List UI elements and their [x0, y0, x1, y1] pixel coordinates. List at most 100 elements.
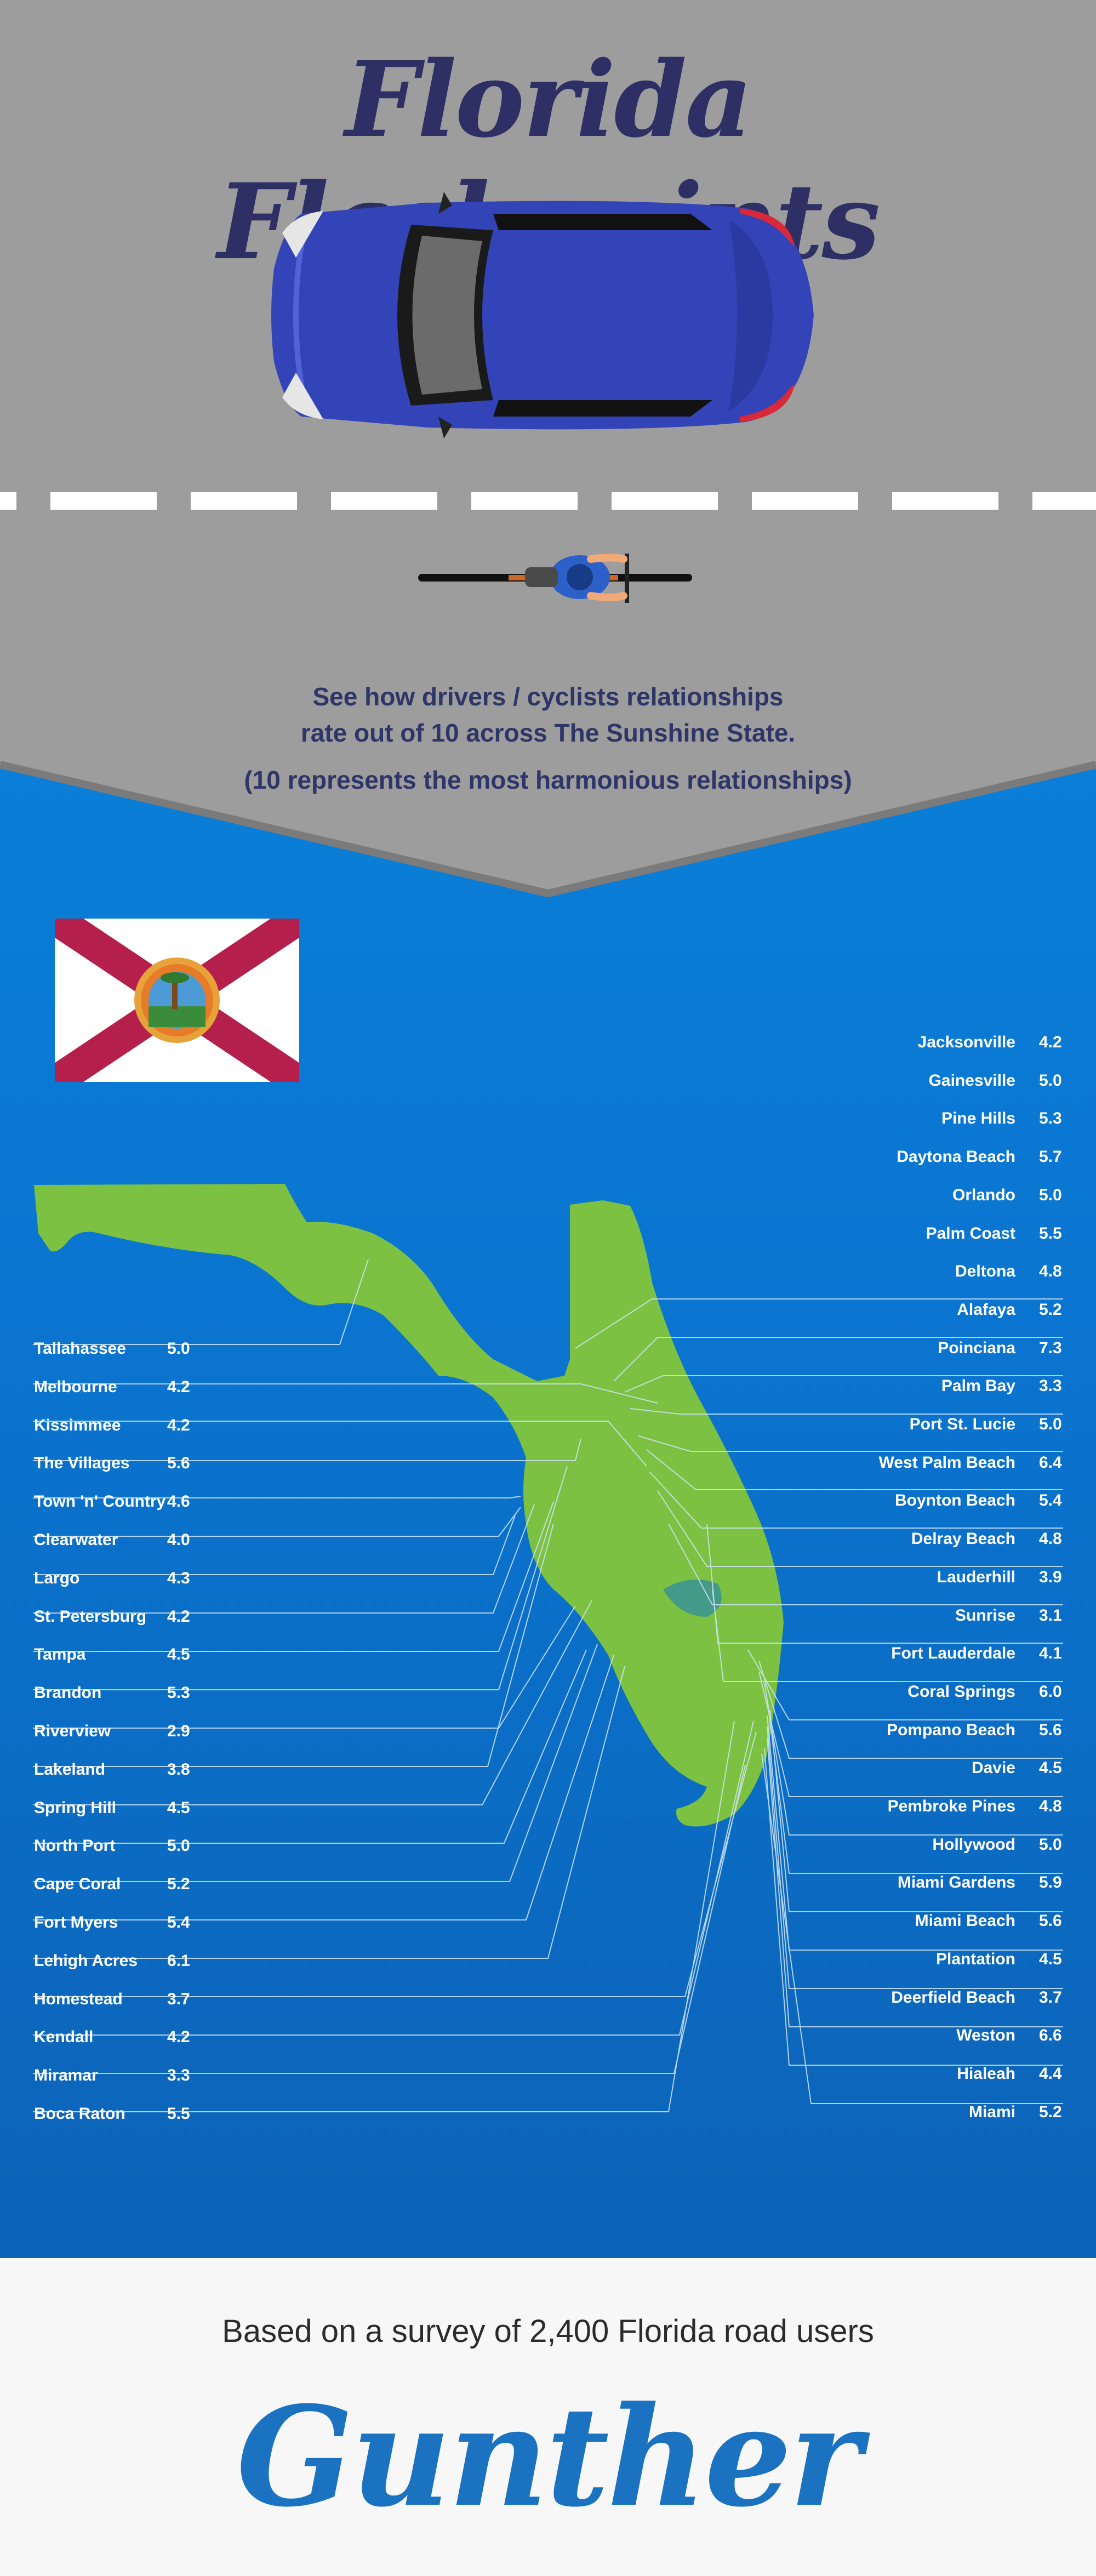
florida-map: [33, 1184, 1063, 2112]
city-score-left: 5.6: [167, 1454, 190, 1473]
city-name-right: Lauderhill: [937, 1568, 1015, 1586]
city-name-right: Daytona Beach: [897, 1148, 1015, 1166]
city-score-right: 6.4: [1039, 1453, 1062, 1472]
city-score-right: 5.5: [1039, 1224, 1062, 1243]
subtitle-line-1: See how drivers / cyclists relationships: [312, 682, 784, 711]
city-name-right: Coral Springs: [907, 1682, 1015, 1701]
city-name-left: Boca Raton: [34, 2105, 125, 2123]
city-score-right: 5.6: [1039, 1720, 1062, 1739]
city-score-right: 5.0: [1039, 1415, 1062, 1433]
city-name-right: Delray Beach: [911, 1530, 1015, 1548]
road-dash: [331, 492, 437, 510]
city-score-right: 5.0: [1039, 1071, 1062, 1090]
city-name-right: Weston: [956, 2026, 1015, 2045]
city-name-left: Miramar: [34, 2066, 98, 2085]
city-score-left: 4.5: [167, 1798, 190, 1817]
city-name-right: Pine Hills: [941, 1109, 1015, 1128]
city-name-right: Palm Coast: [926, 1224, 1015, 1243]
footer: [0, 2258, 1096, 2576]
survey-note: Based on a survey of 2,400 Florida road …: [222, 2313, 874, 2349]
city-name-right: Orlando: [952, 1186, 1015, 1204]
city-name-left: Brandon: [34, 1684, 102, 1702]
road-dash: [1032, 492, 1096, 510]
city-name-right: Pompano Beach: [886, 1720, 1015, 1739]
city-name-right: Hialeah: [957, 2064, 1015, 2083]
road-dash: [50, 492, 157, 510]
road-dash: [612, 492, 718, 510]
brand-logo: Gunther: [236, 2376, 861, 2537]
city-name-left: Kendall: [34, 2028, 94, 2047]
city-score-left: 2.9: [167, 1722, 190, 1740]
city-name-left: Lakeland: [34, 1760, 106, 1779]
city-name-right: Miami Beach: [915, 1912, 1015, 1930]
city-name-left: Cape Coral: [34, 1875, 121, 1894]
city-name-right: Boynton Beach: [894, 1491, 1015, 1510]
florida-flag: [55, 919, 299, 1082]
grey-road-section: [0, 0, 1096, 898]
city-score-left: 3.7: [167, 1990, 190, 2008]
city-name-left: Tampa: [34, 1645, 86, 1664]
city-name-right: Gainesville: [928, 1071, 1015, 1090]
city-score-right: 6.6: [1039, 2026, 1062, 2045]
city-name-left: North Port: [34, 1837, 116, 1855]
city-score-left: 6.1: [167, 1951, 190, 1970]
city-name-right: West Palm Beach: [878, 1453, 1015, 1472]
city-score-left: 5.2: [167, 1875, 190, 1894]
city-name-left: Clearwater: [34, 1531, 118, 1549]
city-score-right: 4.4: [1039, 2064, 1062, 2083]
city-score-left: 4.2: [167, 1416, 190, 1434]
city-name-left: Melbourne: [34, 1377, 117, 1396]
city-name-right: Deltona: [955, 1262, 1015, 1281]
city-name-left: Homestead: [34, 1990, 123, 2008]
city-name-right: Davie: [971, 1759, 1015, 1777]
city-score-right: 7.3: [1039, 1338, 1062, 1357]
city-score-right: 5.0: [1039, 1186, 1062, 1204]
city-score-right: 5.0: [1039, 1835, 1062, 1854]
city-score-left: 3.8: [167, 1760, 190, 1779]
city-score-left: 4.0: [167, 1531, 190, 1549]
city-name-left: Riverview: [34, 1722, 111, 1740]
cyclist-icon: [418, 554, 692, 603]
car-icon: [271, 192, 814, 438]
city-name-right: Miami Gardens: [897, 1873, 1015, 1892]
road-dash: [471, 492, 578, 510]
city-score-left: 5.4: [167, 1913, 190, 1931]
city-score-right: 5.4: [1039, 1491, 1062, 1510]
city-score-right: 4.8: [1039, 1797, 1062, 1815]
city-score-right: 4.1: [1039, 1644, 1062, 1663]
city-score-right: 3.1: [1039, 1606, 1062, 1625]
city-score-right: 5.3: [1039, 1109, 1062, 1128]
subtitle-line-2: rate out of 10 across The Sunshine State…: [300, 719, 796, 747]
road-dash: [0, 492, 16, 510]
city-score-right: 5.2: [1039, 2102, 1062, 2121]
road-dash: [752, 492, 858, 510]
city-name-right: Pembroke Pines: [887, 1797, 1015, 1815]
city-score-right: 4.8: [1039, 1530, 1062, 1548]
city-score-right: 5.2: [1039, 1300, 1062, 1319]
city-score-left: 5.5: [167, 2105, 190, 2123]
city-score-left: 4.3: [167, 1569, 190, 1587]
city-score-left: 5.0: [167, 1837, 190, 1855]
city-name-right: Plantation: [935, 1950, 1015, 1968]
city-score-right: 4.5: [1039, 1759, 1062, 1777]
city-name-left: Tallahassee: [34, 1340, 126, 1358]
city-name-left: The Villages: [34, 1454, 130, 1473]
city-name-left: Fort Myers: [34, 1913, 118, 1931]
city-name-right: Poinciana: [938, 1338, 1015, 1357]
city-name-left: Kissimmee: [34, 1416, 121, 1434]
city-score-left: 5.0: [167, 1340, 190, 1358]
city-name-right: Palm Bay: [941, 1377, 1015, 1395]
city-score-right: 3.3: [1039, 1377, 1062, 1395]
city-score-left: 4.6: [167, 1492, 190, 1511]
city-name-right: Fort Lauderdale: [891, 1644, 1015, 1663]
city-name-right: Alafaya: [957, 1300, 1015, 1319]
city-name-left: Largo: [34, 1569, 80, 1587]
city-name-right: Deerfield Beach: [891, 1988, 1015, 2007]
city-score-left: 4.2: [167, 2028, 190, 2047]
city-name-right: Sunrise: [955, 1606, 1015, 1625]
city-score-right: 4.2: [1039, 1033, 1062, 1051]
city-score-right: 3.7: [1039, 1988, 1062, 2007]
city-name-right: Port St. Lucie: [909, 1415, 1015, 1433]
subtitle-line-3: (10 represents the most harmonious relat…: [244, 766, 852, 794]
city-name-right: Jacksonville: [917, 1033, 1015, 1051]
